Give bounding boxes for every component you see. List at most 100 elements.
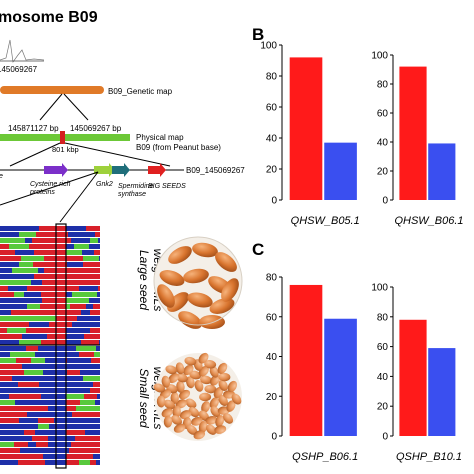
genotype-block xyxy=(0,352,10,357)
genotype-block xyxy=(71,340,81,345)
genotype-block xyxy=(98,238,100,243)
genotype-block xyxy=(19,340,41,345)
genotype-block xyxy=(0,376,12,381)
scan-trace xyxy=(0,39,45,63)
genotype-block xyxy=(84,334,100,339)
genotype-block xyxy=(54,280,81,285)
small-seed xyxy=(210,374,220,386)
locus-block xyxy=(56,448,66,453)
gene-arrow-cysteine xyxy=(44,163,68,177)
marker-top-label: 145069267 xyxy=(0,65,38,74)
genotype-block xyxy=(83,376,100,381)
genotype-block xyxy=(59,460,79,465)
genotype-block xyxy=(86,226,100,231)
locus-block xyxy=(56,292,66,297)
genotype-block xyxy=(96,346,100,351)
y-tick-label: 20 xyxy=(377,402,389,413)
genotype-block xyxy=(0,442,14,447)
genotype-block xyxy=(79,286,98,291)
genotype-block xyxy=(72,322,84,327)
small-seed xyxy=(163,399,176,410)
genotype-block xyxy=(0,262,6,267)
genotype-block xyxy=(37,388,53,393)
genotype-block xyxy=(82,250,94,255)
genotype-block xyxy=(66,334,84,339)
genotype-block xyxy=(67,256,83,261)
genotype-block xyxy=(0,256,21,261)
genotype-block xyxy=(29,322,49,327)
genotype-block xyxy=(0,298,20,303)
genotype-block xyxy=(45,358,60,363)
genotype-block xyxy=(18,274,34,279)
genotype-block xyxy=(59,226,86,231)
physical-map-sub: B09 (from Peanut base) xyxy=(136,143,221,152)
genotype-block xyxy=(48,406,62,411)
gene-label-0b: proteins xyxy=(29,189,55,196)
genotype-block xyxy=(39,382,64,387)
genotype-block xyxy=(97,394,100,399)
locus-block xyxy=(56,238,66,243)
small-seed xyxy=(175,362,185,375)
genotype-block xyxy=(0,310,11,315)
genotype-block xyxy=(28,442,36,447)
genotype-block xyxy=(0,274,18,279)
genotype-block xyxy=(0,412,27,417)
gene-arrow-bigseeds xyxy=(148,163,166,177)
genotype-block xyxy=(0,250,15,255)
genotype-block xyxy=(85,430,100,435)
genotype-block xyxy=(34,250,57,255)
genotype-block xyxy=(15,400,30,405)
small-group-label-1: Small seed xyxy=(137,368,151,428)
genotype-block xyxy=(14,442,28,447)
genotype-block xyxy=(72,274,85,279)
genotype-block xyxy=(74,244,89,249)
genotype-block xyxy=(0,370,6,375)
genotype-block xyxy=(0,244,9,249)
small-seed xyxy=(183,364,194,376)
y-tick-label: 80 xyxy=(266,72,278,83)
genotype-block xyxy=(0,268,12,273)
y-tick-label: 40 xyxy=(377,138,389,149)
genotype-block xyxy=(69,268,91,273)
gene-label-1: Gnk2 xyxy=(96,181,113,188)
gene-arrow-spermidine xyxy=(112,163,130,177)
genotype-block xyxy=(71,442,77,447)
large-seed xyxy=(192,242,218,258)
large-seed xyxy=(157,284,175,308)
genotype-block xyxy=(28,364,34,369)
x-axis-label: QHSW_B05.1 xyxy=(291,215,360,227)
small-seed-photo xyxy=(153,352,242,441)
genotype-block xyxy=(0,316,17,321)
genotype-block xyxy=(26,346,38,351)
physical-map-label: Physical map xyxy=(136,133,184,142)
large-seed xyxy=(209,298,235,314)
genotype-block xyxy=(24,370,43,375)
genotype-block xyxy=(65,400,80,405)
genotype-block xyxy=(23,322,29,327)
genotype-block xyxy=(25,238,32,243)
genotype-block xyxy=(33,262,43,267)
small-seed xyxy=(204,360,217,369)
locus-block xyxy=(56,250,66,255)
genotype-block xyxy=(0,430,24,435)
genotype-block xyxy=(64,244,74,249)
y-tick-label: 40 xyxy=(266,352,278,363)
small-seed xyxy=(186,376,195,389)
bar-chart-0: 0 20 40 60 80 100 QHSW_B05.1 xyxy=(260,41,359,228)
genotype-block xyxy=(0,358,16,363)
genotype-block xyxy=(37,328,63,333)
genotype-block xyxy=(46,346,52,351)
genotype-block xyxy=(12,376,21,381)
genotype-block xyxy=(57,250,82,255)
y-tick-label: 20 xyxy=(266,392,278,403)
genotype-block xyxy=(99,256,100,261)
genotype-block xyxy=(9,244,29,249)
genotype-block xyxy=(83,256,99,261)
genotype-block xyxy=(0,424,17,429)
genotype-block xyxy=(0,346,26,351)
small-seed xyxy=(172,405,181,418)
genotype-block xyxy=(95,232,100,237)
genotype-block xyxy=(0,418,11,423)
locus-block xyxy=(56,274,66,279)
genotype-block xyxy=(77,316,88,321)
